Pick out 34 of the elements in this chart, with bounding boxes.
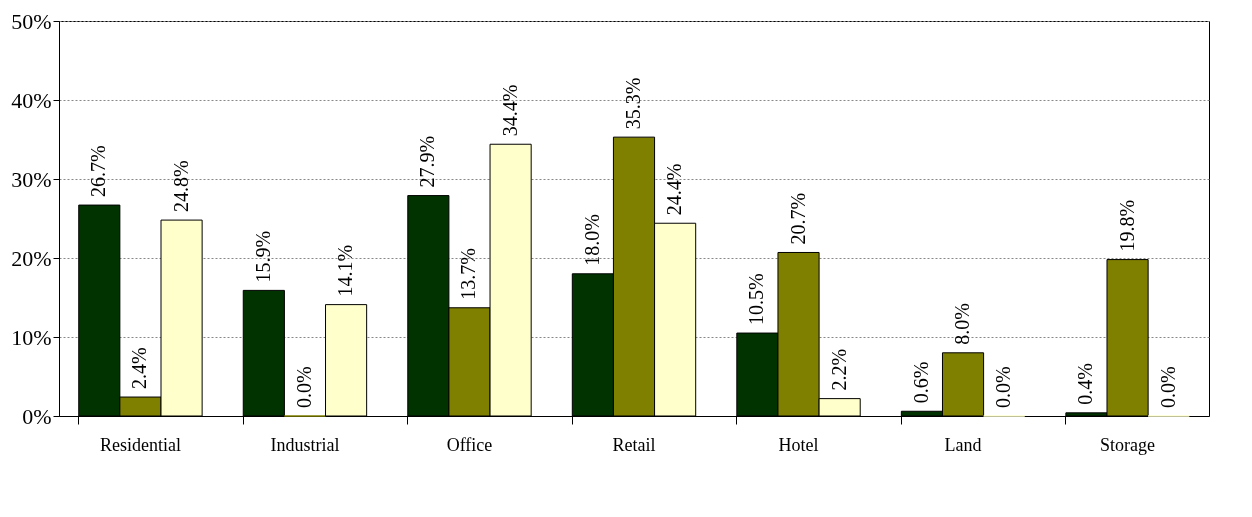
data-label: 27.9% bbox=[416, 135, 439, 188]
x-tick-label: Hotel bbox=[778, 434, 819, 455]
data-label: 19.8% bbox=[1115, 199, 1138, 252]
x-tick-label: Land bbox=[944, 434, 982, 455]
y-tick-label: 10% bbox=[11, 324, 52, 350]
data-label: 24.8% bbox=[169, 160, 192, 213]
data-label: 18.0% bbox=[580, 214, 603, 266]
y-tick-label: 50% bbox=[11, 8, 52, 34]
y-tick-label: 20% bbox=[11, 245, 52, 271]
data-label: 10.5% bbox=[745, 273, 768, 326]
data-label: 34.4% bbox=[498, 84, 521, 137]
data-label: 15.9% bbox=[251, 230, 274, 283]
data-label: 26.7% bbox=[87, 145, 110, 198]
data-label: 20.7% bbox=[786, 192, 809, 245]
x-tick-label: Residential bbox=[99, 434, 181, 455]
y-tick-label: 30% bbox=[11, 166, 52, 192]
data-label: 0.0% bbox=[1156, 366, 1179, 408]
data-label: 13.7% bbox=[457, 248, 480, 300]
data-label: 2.4% bbox=[128, 347, 151, 390]
data-label: 0.6% bbox=[909, 361, 932, 404]
data-label: 35.3% bbox=[622, 77, 644, 130]
x-tick-label: Retail bbox=[612, 434, 656, 455]
x-tick-label: Storage bbox=[1100, 434, 1156, 455]
data-label: 14.1% bbox=[334, 244, 357, 297]
data-label: 8.0% bbox=[951, 303, 974, 345]
x-tick-label: Industrial bbox=[270, 434, 340, 455]
data-label: 0.4% bbox=[1074, 363, 1097, 405]
data-label: 0.0% bbox=[992, 366, 1015, 408]
data-label: 24.4% bbox=[663, 163, 686, 216]
data-label: 0.0% bbox=[292, 366, 315, 408]
data-label: 2.2% bbox=[827, 348, 850, 391]
x-tick-label: Office bbox=[446, 434, 493, 455]
y-tick-label: 40% bbox=[11, 87, 52, 113]
y-tick-label: 0% bbox=[22, 403, 52, 429]
